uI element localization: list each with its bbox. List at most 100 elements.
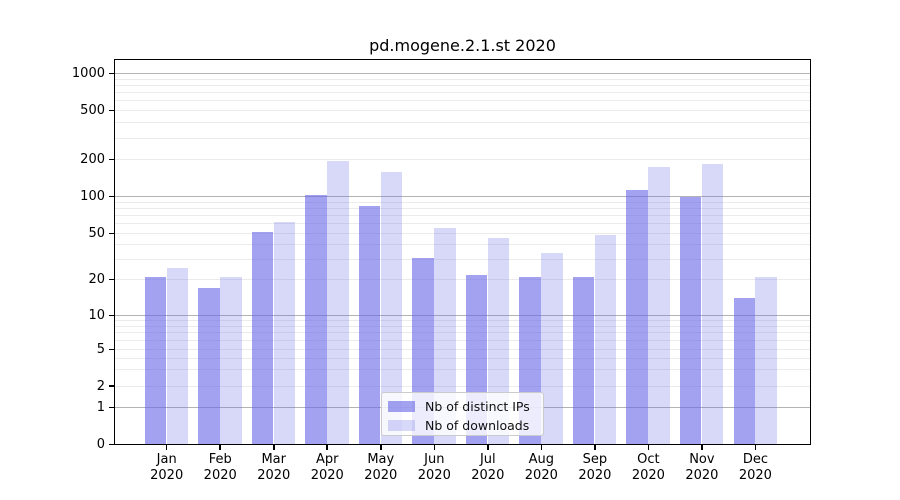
bar-downloads-may <box>380 171 403 445</box>
y-tick-label-1: 1 <box>96 400 105 416</box>
bar-downloads-sep <box>594 235 617 445</box>
bar-distinct-ips-sep <box>572 277 595 445</box>
gridline-minor-30 <box>115 258 810 260</box>
x-tick-oct <box>647 444 650 450</box>
x-tick-month: Dec <box>742 452 768 467</box>
legend-row-downloads: Nb of downloads <box>388 416 537 436</box>
x-tick-year: 2020 <box>524 467 558 483</box>
gridline-minor-20 <box>115 279 810 281</box>
y-tick-100 <box>109 195 114 198</box>
x-tick-month: Mar <box>261 452 286 467</box>
bar-downloads-aug <box>541 252 563 445</box>
bar-downloads-nov <box>701 164 724 445</box>
gridline-minor-800 <box>115 85 810 87</box>
x-tick-year: 2020 <box>685 467 719 483</box>
legend-swatch-downloads <box>388 420 415 432</box>
x-tick-nov <box>701 444 703 450</box>
x-tick-aug <box>540 444 543 450</box>
legend-label-downloads: Nb of downloads <box>425 418 530 434</box>
x-tick-year: 2020 <box>257 467 291 483</box>
x-tick-year: 2020 <box>417 467 451 483</box>
y-tick-50 <box>109 232 114 235</box>
x-tick-label-jan: Jan 2020 <box>139 452 195 483</box>
legend: Nb of distinct IPs Nb of downloads <box>381 391 544 436</box>
x-tick-month: Aug <box>528 452 555 467</box>
legend-swatch-distinct-ips <box>388 400 415 412</box>
gridline-minor-200 <box>115 159 810 161</box>
y-tick-label-2: 2 <box>96 378 105 394</box>
bar-distinct-ips-nov <box>680 196 702 445</box>
bar-downloads-dec <box>755 277 777 445</box>
x-tick-month: Jan <box>156 452 177 467</box>
bar-distinct-ips-dec <box>733 298 755 445</box>
y-tick-label-0: 0 <box>96 436 105 452</box>
y-tick-200 <box>109 158 114 161</box>
bar-distinct-ips-jan <box>144 277 167 445</box>
x-tick-mar <box>272 444 275 450</box>
legend-row-distinct-ips: Nb of distinct IPs <box>388 397 537 417</box>
gridline-minor-5 <box>115 348 810 350</box>
x-tick-sep <box>594 444 596 450</box>
bar-distinct-ips-feb <box>198 288 220 445</box>
y-tick-label-20: 20 <box>88 272 105 288</box>
gridline-major-1000 <box>115 73 810 75</box>
x-tick-may <box>379 444 382 450</box>
x-tick-month: Nov <box>689 452 715 467</box>
bar-downloads-jun <box>434 228 456 445</box>
x-tick-year: 2020 <box>203 467 237 483</box>
x-tick-label-mar: Mar 2020 <box>246 452 302 483</box>
bar-distinct-ips-apr <box>305 194 327 445</box>
x-tick-year: 2020 <box>471 467 505 483</box>
y-tick-1000 <box>109 72 114 75</box>
x-tick-label-aug: Aug 2020 <box>513 452 569 483</box>
bar-distinct-ips-may <box>358 205 381 445</box>
x-tick-year: 2020 <box>150 467 184 483</box>
x-tick-year: 2020 <box>310 467 344 483</box>
gridline-major-10 <box>115 315 810 317</box>
x-tick-label-jun: Jun 2020 <box>406 452 462 483</box>
y-tick-500 <box>109 109 114 112</box>
y-tick-label-50: 50 <box>88 225 105 241</box>
x-tick-label-sep: Sep 2020 <box>567 452 623 483</box>
y-tick-0 <box>109 443 114 446</box>
y-tick-10 <box>109 314 114 317</box>
x-tick-jul <box>487 444 489 450</box>
bar-downloads-jan <box>166 268 188 445</box>
x-tick-jan <box>165 444 168 450</box>
bar-distinct-ips-mar <box>251 232 274 445</box>
gridline-minor-80 <box>115 207 810 209</box>
y-tick-2 <box>109 385 114 387</box>
x-tick-dec <box>754 444 757 450</box>
gridline-minor-50 <box>115 232 810 234</box>
x-tick-month: May <box>367 452 395 467</box>
gridline-minor-60 <box>115 223 810 225</box>
y-tick-label-5: 5 <box>96 341 105 357</box>
bar-downloads-apr <box>327 160 349 445</box>
gridline-minor-400 <box>115 122 810 124</box>
gridline-minor-700 <box>115 92 810 94</box>
x-tick-month: Sep <box>582 452 608 467</box>
gridline-minor-7 <box>115 332 810 334</box>
x-tick-label-oct: Oct 2020 <box>620 452 676 483</box>
x-tick-month: Jul <box>479 452 496 467</box>
y-tick-label-500: 500 <box>80 103 105 119</box>
bar-distinct-ips-oct <box>626 189 648 445</box>
x-tick-year: 2020 <box>631 467 665 483</box>
y-tick-5 <box>109 348 114 351</box>
gridline-minor-70 <box>115 215 810 217</box>
gridline-minor-4 <box>115 357 810 359</box>
gridline-minor-9 <box>115 320 810 322</box>
gridline-minor-600 <box>115 100 810 102</box>
x-tick-month: Jun <box>424 452 445 467</box>
legend-label-distinct-ips: Nb of distinct IPs <box>425 398 530 414</box>
y-tick-label-200: 200 <box>80 152 105 168</box>
x-tick-year: 2020 <box>578 467 612 483</box>
bar-downloads-mar <box>273 221 296 445</box>
x-tick-year: 2020 <box>364 467 398 483</box>
gridline-minor-8 <box>115 326 810 328</box>
gridline-minor-3 <box>115 369 810 371</box>
gridline-minor-6 <box>115 339 810 341</box>
y-tick-label-100: 100 <box>80 189 105 205</box>
y-tick-20 <box>109 278 114 281</box>
